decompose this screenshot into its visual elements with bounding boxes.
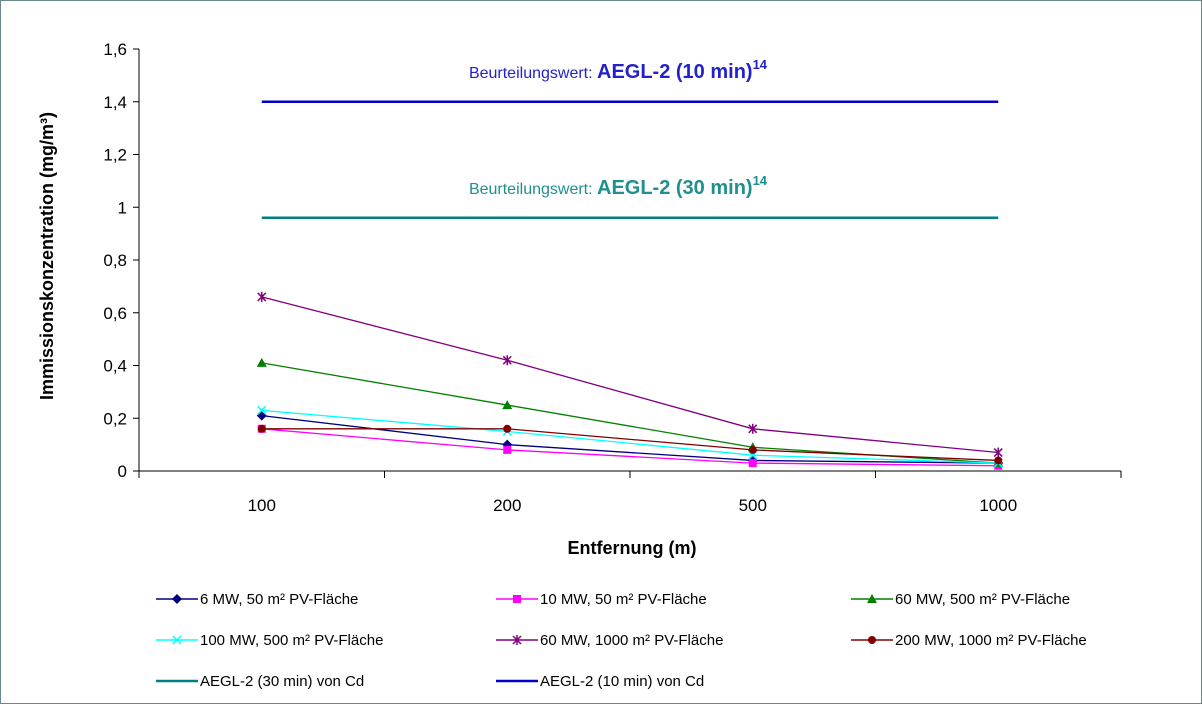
data-point-s5-4 xyxy=(993,447,1003,458)
data-point-s3-1 xyxy=(256,357,267,367)
series-line-2 xyxy=(261,428,999,467)
legend-item-2: 10 MW, 50 m² PV-Fläche xyxy=(496,591,707,608)
legend-label: 60 MW, 1000 m² PV-Fläche xyxy=(540,632,723,649)
legend-marker xyxy=(172,635,182,645)
legend-marker xyxy=(868,636,876,644)
legend-item-1: 6 MW, 50 m² PV-Fläche xyxy=(156,591,358,608)
legend-item-4: 100 MW, 500 m² PV-Fläche xyxy=(156,632,383,649)
legend-label: 60 MW, 500 m² PV-Fläche xyxy=(895,591,1070,608)
x-tick-label: 200 xyxy=(493,496,521,515)
annotation-1: Beurteilungswert: AEGL-2 (10 min)14 xyxy=(469,57,768,83)
y-tick-label: 0,2 xyxy=(103,409,127,428)
legend-label: 200 MW, 1000 m² PV-Fläche xyxy=(895,632,1087,649)
y-tick-label: 1,6 xyxy=(103,40,127,59)
annotations: Beurteilungswert: AEGL-2 (10 min)14 Beurt… xyxy=(469,57,768,199)
legend-label: AEGL-2 (30 min) von Cd xyxy=(200,673,364,690)
legend-label: 10 MW, 50 m² PV-Fläche xyxy=(540,591,707,608)
data-point-s5-1 xyxy=(257,291,267,302)
legend-marker xyxy=(512,635,522,645)
y-tick-label: 0 xyxy=(118,462,127,481)
legend-marker xyxy=(867,594,877,603)
data-point-s2-2 xyxy=(503,445,512,454)
y-tick-label: 1,2 xyxy=(103,146,127,165)
legend-item-7: AEGL-2 (30 min) von Cd xyxy=(156,673,364,690)
legend-item-6: 200 MW, 1000 m² PV-Fläche xyxy=(851,632,1087,649)
legend-item-5: 60 MW, 1000 m² PV-Fläche xyxy=(496,632,723,649)
data-point-s4-1 xyxy=(257,405,267,415)
data-point-s6-3 xyxy=(748,445,757,454)
data-point-s3-2 xyxy=(502,400,513,410)
legend-label: 6 MW, 50 m² PV-Fläche xyxy=(200,591,358,608)
x-axis-title: Entfernung (m) xyxy=(568,538,697,558)
data-point-s6-2 xyxy=(503,424,512,433)
plot-area: 0 0,2 0,4 0,6 0,8 1 1,2 1,4 1,6 100 200 500 1000 xyxy=(103,40,1122,515)
series-line-4 xyxy=(261,409,999,464)
series-line-1 xyxy=(261,414,999,464)
x-tick-label: 1000 xyxy=(979,496,1017,515)
legend-marker xyxy=(172,594,182,604)
series-line-3 xyxy=(261,362,999,464)
annotation-2: Beurteilungswert: AEGL-2 (30 min)14 xyxy=(469,173,768,199)
legend-label: AEGL-2 (10 min) von Cd xyxy=(540,673,704,690)
y-tick-label: 1,4 xyxy=(103,93,127,112)
data-point-s6-1 xyxy=(257,424,266,433)
data-point-s5-2 xyxy=(502,355,512,366)
data-point-s2-3 xyxy=(748,459,757,468)
x-tick-label: 500 xyxy=(739,496,767,515)
x-tick-label: 100 xyxy=(248,496,276,515)
y-axis-title: Immissionskonzentration (mg/m³) xyxy=(37,112,57,400)
data-point-s1-1 xyxy=(256,410,267,421)
y-tick-label: 1 xyxy=(118,198,127,217)
series-line-6 xyxy=(261,428,999,462)
y-tick-label: 0,6 xyxy=(103,304,127,323)
data-point-s5-3 xyxy=(748,423,758,434)
y-tick-label: 0,4 xyxy=(103,357,127,376)
legend-label: 100 MW, 500 m² PV-Fläche xyxy=(200,632,383,649)
legend: 6 MW, 50 m² PV-Fläche 10 MW, 50 m² PV-Flä… xyxy=(156,591,1087,690)
data-point-s6-4 xyxy=(994,456,1003,465)
y-tick-label: 0,8 xyxy=(103,251,127,270)
legend-marker xyxy=(513,595,521,603)
legend-item-8: AEGL-2 (10 min) von Cd xyxy=(496,673,704,690)
series-line-5 xyxy=(261,296,999,454)
legend-item-3: 60 MW, 500 m² PV-Fläche xyxy=(851,591,1070,608)
